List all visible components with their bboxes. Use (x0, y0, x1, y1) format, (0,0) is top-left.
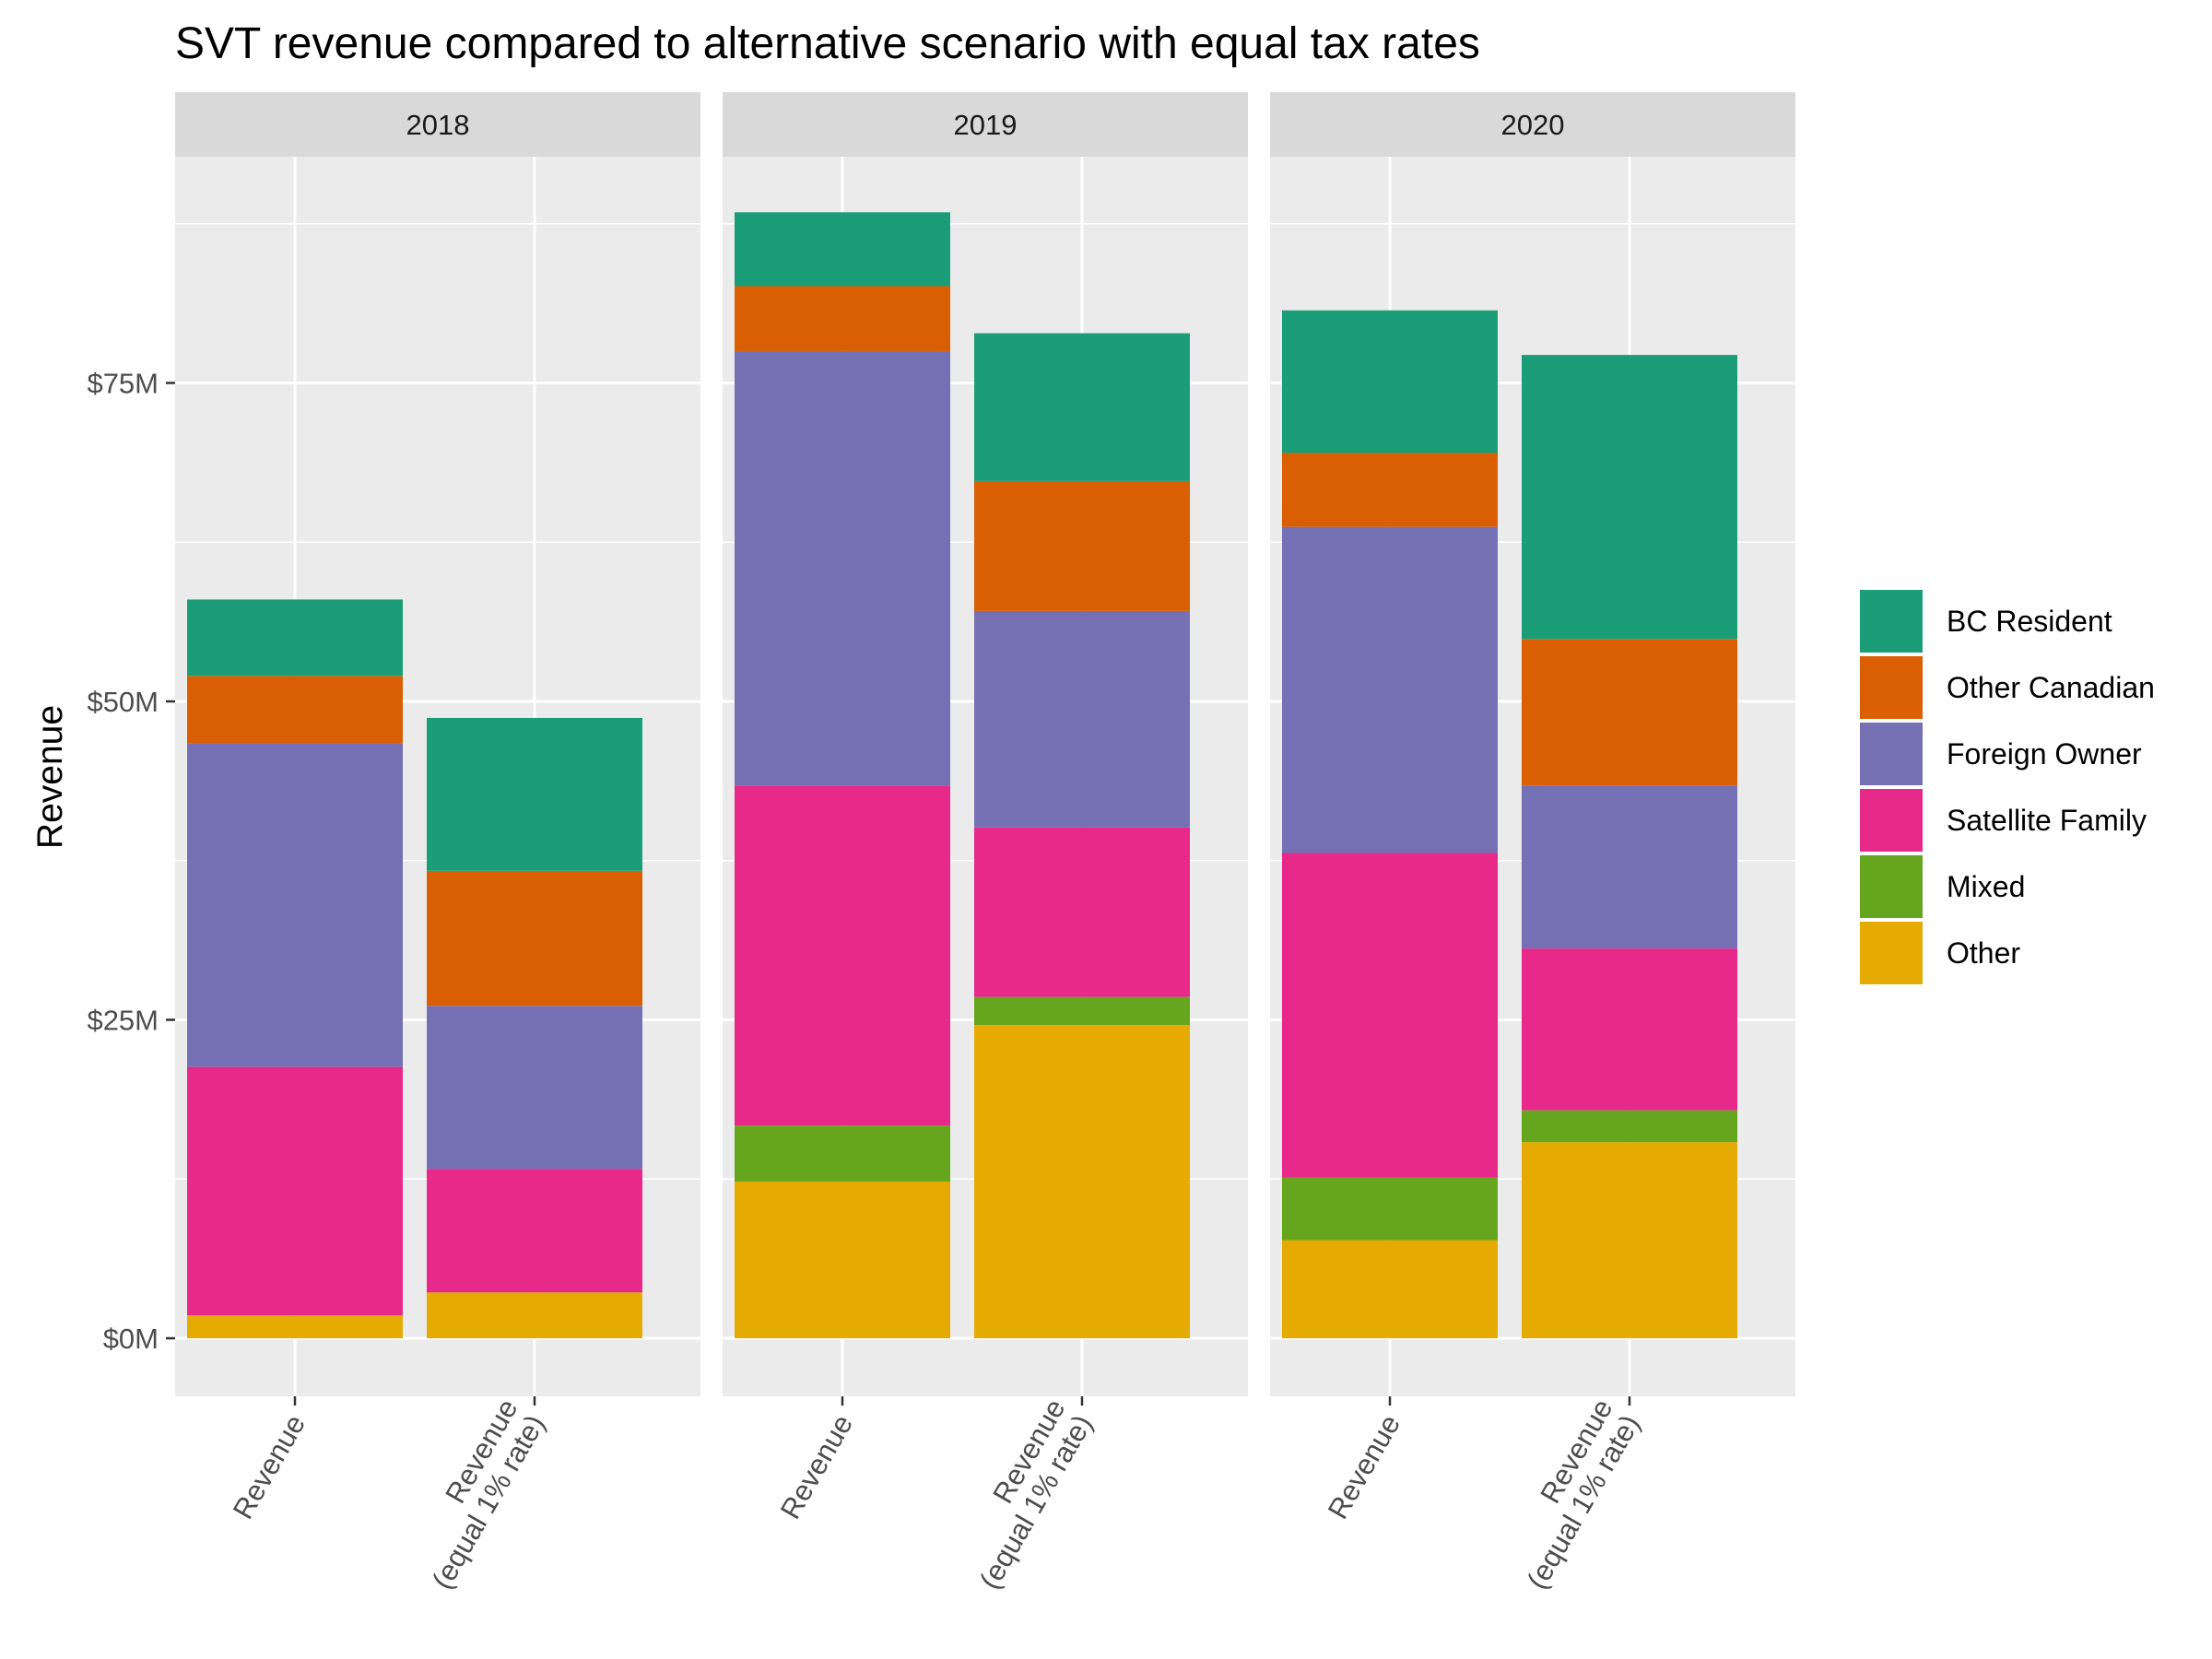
bar-segment-foreign-owner (1282, 526, 1498, 853)
legend-item-other: Other (1860, 922, 2020, 984)
legend-label: Satellite Family (1947, 804, 2147, 837)
bar-segment-other-canadian (735, 286, 950, 351)
bar-segment-other-canadian (187, 676, 403, 744)
bar-segment-bc-resident (735, 212, 950, 287)
legend: BC Resident Other Canadian Foreign Owner Sa… (1860, 590, 2155, 984)
facet-strip (723, 92, 1248, 157)
bar-segment-other-canadian (1282, 453, 1498, 527)
y-tick-label: $75M (87, 368, 159, 400)
bar-segment-foreign-owner (427, 1006, 642, 1170)
bar-segment-other-canadian (974, 480, 1190, 611)
bar-segment-mixed (735, 1125, 950, 1182)
legend-label: Other (1947, 936, 2020, 970)
legend-key (1860, 855, 1923, 918)
bar-segment-other-canadian (427, 870, 642, 1006)
bar-segment-foreign-owner (187, 743, 403, 1067)
y-axis-label: Revenue (30, 705, 70, 849)
y-tick-label: $50M (87, 686, 159, 718)
bar-segment-foreign-owner (735, 350, 950, 786)
legend-item-mixed: Mixed (1860, 855, 2025, 918)
y-axis: $0M $25M $50M $75M (87, 368, 175, 1355)
bar-segment-satellite-family (735, 785, 950, 1126)
bar-segment-foreign-owner (1522, 785, 1737, 949)
facet-strip (1270, 92, 1795, 157)
legend-key (1860, 922, 1923, 984)
y-tick-label: $25M (87, 1005, 159, 1037)
legend-label: Foreign Owner (1947, 737, 2142, 771)
bar-segment-bc-resident (1522, 355, 1737, 640)
legend-item-other-canadian: Other Canadian (1860, 656, 2155, 719)
facet-strip (175, 92, 700, 157)
bar-segment-foreign-owner (974, 610, 1190, 828)
bar-segment-satellite-family (1522, 948, 1737, 1111)
bar-segment-satellite-family (1282, 853, 1498, 1178)
legend-label: Other Canadian (1947, 671, 2155, 704)
legend-key (1860, 590, 1923, 653)
bar-segment-satellite-family (187, 1066, 403, 1316)
bar-segment-other (735, 1182, 950, 1338)
bar-segment-other (974, 1025, 1190, 1338)
bar-segment-other (427, 1292, 642, 1338)
bar-segment-satellite-family (427, 1169, 642, 1293)
bar-segment-mixed (974, 996, 1190, 1026)
bar-segment-other-canadian (1522, 639, 1737, 786)
legend-label: Mixed (1947, 870, 2025, 903)
legend-key (1860, 723, 1923, 785)
facet-strip-label: 2020 (1501, 109, 1565, 141)
legend-label: BC Resident (1947, 605, 2112, 638)
y-tick-label: $0M (103, 1323, 159, 1355)
bar-segment-bc-resident (187, 599, 403, 677)
bar-segment-bc-resident (1282, 310, 1498, 453)
legend-key (1860, 789, 1923, 852)
bar-segment-mixed (1282, 1177, 1498, 1241)
legend-item-satellite-family: Satellite Family (1860, 789, 2147, 852)
facet-strip-label: 2018 (406, 109, 470, 141)
bar-segment-bc-resident (974, 333, 1190, 481)
legend-item-bc-resident: BC Resident (1860, 590, 2112, 653)
bar-segment-mixed (1522, 1110, 1737, 1143)
bar-segment-other (187, 1315, 403, 1338)
bar-segment-bc-resident (427, 717, 642, 871)
bar-segment-other (1522, 1142, 1737, 1338)
legend-item-foreign-owner: Foreign Owner (1860, 723, 2142, 785)
bar-segment-other (1282, 1240, 1498, 1338)
bar-segment-satellite-family (974, 827, 1190, 997)
facet-strip-label: 2019 (954, 109, 1018, 141)
chart-title: SVT revenue compared to alternative scen… (175, 19, 1480, 68)
legend-key (1860, 656, 1923, 719)
